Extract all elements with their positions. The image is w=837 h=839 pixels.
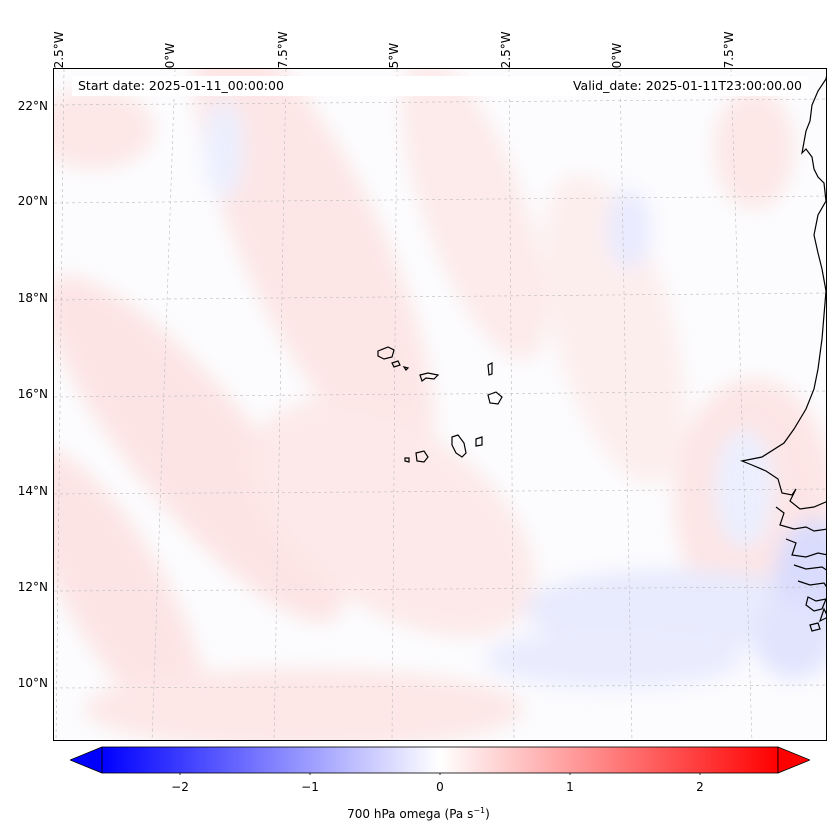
graticule xyxy=(54,69,826,740)
island-sao-vicente xyxy=(391,360,401,368)
colorbar-tick-label: 0 xyxy=(436,780,444,794)
islands xyxy=(377,346,503,463)
colorbar-tick-label: −2 xyxy=(171,780,189,794)
island-fogo xyxy=(415,450,429,463)
latitude-label: 20°N xyxy=(17,194,48,208)
colorbar-extend-min xyxy=(70,746,103,774)
colorbar-title-text: 700 hPa omega (Pa s xyxy=(347,807,474,821)
map-panel[interactable] xyxy=(53,68,827,741)
date-banner: Start date: 2025-01-11_00:00:00 Valid_da… xyxy=(72,76,808,96)
latitude-label: 18°N xyxy=(17,291,48,305)
colorbar-tick-label: 2 xyxy=(696,780,704,794)
island-boa-vista xyxy=(487,391,503,405)
start-date-text: Start date: 2025-01-11_00:00:00 xyxy=(78,78,284,93)
island-sal xyxy=(487,362,493,376)
colorbar xyxy=(70,746,810,775)
colorbar-tick-label: −1 xyxy=(301,780,319,794)
colorbar-tick-label: 1 xyxy=(566,780,574,794)
island-santiago xyxy=(451,434,467,458)
island-santo-antao xyxy=(377,346,395,360)
valid-date-text: Valid_date: 2025-01-11T23:00:00.00 xyxy=(572,78,802,93)
colorbar-body xyxy=(101,746,779,774)
island-brava xyxy=(404,457,410,463)
island-sao-nicolau xyxy=(419,372,440,382)
latitude-label: 14°N xyxy=(17,484,48,498)
colorbar-title-exponent: −1 xyxy=(473,806,486,815)
latitude-label: 16°N xyxy=(17,387,48,401)
latitude-label: 10°N xyxy=(17,676,48,690)
colorbar-extend-max xyxy=(777,746,810,774)
island-santa-luzia xyxy=(402,366,410,371)
island-maio xyxy=(475,436,483,447)
latitude-label: 22°N xyxy=(17,99,48,113)
omega-field xyxy=(54,69,826,740)
colorbar-title: 700 hPa omega (Pa s−1) xyxy=(0,806,837,821)
coastline xyxy=(739,75,826,632)
map-canvas xyxy=(54,69,826,740)
latitude-label: 12°N xyxy=(17,580,48,594)
colorbar-title-close: ) xyxy=(485,807,490,821)
